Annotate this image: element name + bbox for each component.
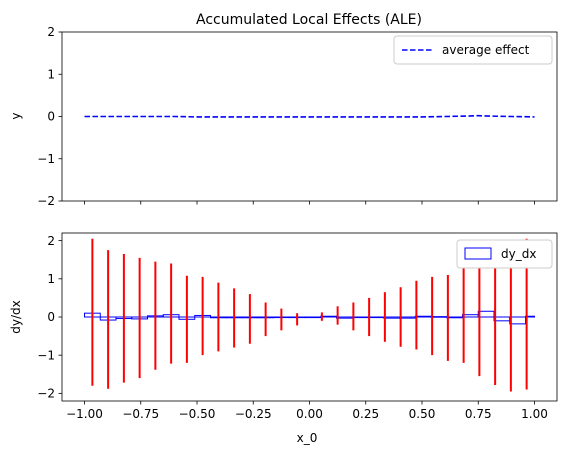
ale-y-tick-label: 1 — [47, 67, 55, 81]
y-axis-label-bottom: dy/dx — [9, 300, 23, 333]
derivative-x-tick-label: −1.00 — [66, 407, 103, 421]
dy-dx-bar — [336, 316, 353, 319]
dy-dx-bar — [462, 314, 479, 318]
derivative-legend-swatch — [464, 247, 492, 260]
derivative-legend: dy_dx — [456, 239, 553, 269]
ale-y-tick-label: 2 — [47, 25, 55, 39]
ale-y-tick-label: −1 — [37, 152, 55, 166]
ale-legend-label: average effect — [442, 43, 530, 57]
y-axis-label: y — [9, 112, 23, 119]
derivative-y-tick-label: −2 — [37, 387, 55, 401]
average-effect-line — [84, 114, 535, 118]
x-axis-label: x_0 — [297, 431, 318, 445]
ale-legend: average effect — [393, 35, 553, 65]
derivative-x-tick-label: 0.75 — [465, 407, 492, 421]
derivative-x-tick-label: 1.00 — [521, 407, 548, 421]
derivative-x-tick-label: 0.25 — [352, 407, 379, 421]
dy-dx-bar — [477, 310, 495, 318]
derivative-panel: −2 −1 0 1 2 −1.00 −0.75 −0.50 −0.25 0.00 0.25 0.50 0… — [9, 232, 558, 445]
derivative-legend-box — [456, 239, 553, 269]
dy-dx-bar — [399, 316, 416, 319]
dy-dx-bar — [367, 316, 385, 319]
derivative-y-tick-label: 2 — [47, 234, 55, 248]
dy-dx-bar — [493, 316, 511, 322]
dy-dx-bar — [351, 316, 369, 319]
ale-y-tick-label: −2 — [37, 194, 55, 208]
derivative-x-tick-label: −0.50 — [179, 407, 216, 421]
ale-y-tick-label: 0 — [47, 110, 55, 124]
chart-title: Accumulated Local Effects (ALE) — [196, 12, 422, 28]
dy-dx-bar — [525, 315, 535, 318]
ale-panel: Accumulated Local Effects (ALE) −2−1012 … — [9, 12, 558, 208]
derivative-y-tick-label: 1 — [47, 272, 55, 286]
derivative-x-tick-label: −0.25 — [235, 407, 272, 421]
derivative-x-tick-label: −0.75 — [122, 407, 159, 421]
dy-dx-bar — [509, 316, 526, 325]
ale-plot-area: −2 −1 0 1 2 — [37, 25, 558, 208]
derivative-data-layer — [84, 238, 535, 392]
dy-dx-bar — [430, 316, 448, 318]
dy-dx-bar — [383, 316, 400, 319]
dy-dx-bar — [320, 315, 337, 318]
derivative-x-tick-label: 0.00 — [296, 407, 323, 421]
derivative-plot-area: −2 −1 0 1 2 −1.00 −0.75 −0.50 −0.25 0.00 0.25 0.50 0… — [37, 232, 558, 421]
ale-data-layer — [84, 114, 535, 118]
derivative-y-tick-label: 0 — [47, 310, 55, 324]
ale-legend-box — [393, 35, 553, 65]
dy-dx-bar — [304, 316, 322, 319]
derivative-x-tick-label: 0.50 — [409, 407, 436, 421]
dy-dx-bar — [446, 316, 463, 319]
dy-dx-bar — [414, 315, 432, 318]
derivative-y-tick-label: −1 — [37, 348, 55, 362]
derivative-legend-label: dy_dx — [501, 247, 536, 261]
